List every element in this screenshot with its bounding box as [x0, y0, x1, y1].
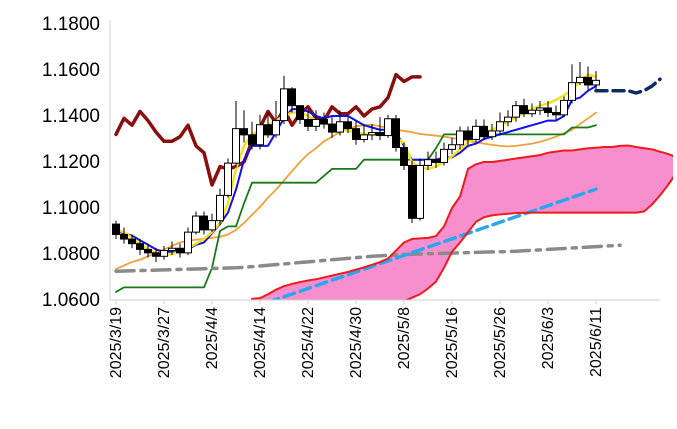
candle — [400, 142, 408, 171]
candle — [576, 61, 584, 85]
candle — [504, 110, 512, 127]
y-tick-label: 1.1400 — [42, 106, 100, 127]
candle — [560, 96, 568, 118]
candle — [520, 98, 528, 118]
candlesticks — [112, 61, 600, 263]
candle — [512, 101, 520, 122]
candle — [328, 117, 336, 138]
candle — [320, 112, 328, 129]
candle — [392, 114, 400, 152]
x-tick-labels: 2025/3/19 2025/3/27 2025/4/4 2025/4/14 2025/… — [108, 300, 605, 378]
x-tick-label: 2025/5/26 — [492, 307, 509, 378]
candle — [136, 239, 144, 256]
x-tick-label: 2025/6/3 — [540, 307, 557, 369]
candle — [496, 112, 504, 136]
candle — [232, 101, 240, 168]
y-tick-label: 1.1000 — [42, 198, 100, 219]
x-tick-label: 2025/3/19 — [108, 307, 125, 378]
candle — [592, 71, 600, 90]
candle — [536, 101, 544, 115]
axes — [109, 20, 660, 301]
series-line-9 — [404, 176, 673, 300]
candle — [176, 243, 184, 258]
candle — [376, 117, 384, 141]
candle — [200, 211, 208, 235]
x-tick-label: 2025/4/30 — [348, 307, 365, 378]
candle — [160, 245, 168, 260]
candle — [464, 126, 472, 145]
candle — [216, 188, 224, 226]
ichimoku-cloud — [252, 145, 673, 300]
candle — [280, 75, 288, 125]
series-line-7 — [594, 77, 662, 95]
y-tick-label: 1.0600 — [42, 290, 100, 311]
x-tick-label: 2025/5/8 — [396, 307, 413, 369]
candle — [552, 105, 560, 120]
series-line-5 — [114, 243, 622, 273]
x-tick-label: 2025/4/14 — [252, 307, 269, 378]
candle — [120, 227, 128, 244]
candle — [312, 110, 320, 131]
x-tick-label: 2025/6/11 — [588, 307, 605, 377]
cloud-fill — [252, 145, 673, 300]
candle — [568, 64, 576, 104]
y-tick-label: 1.0800 — [42, 244, 100, 265]
y-tick-label: 1.1200 — [42, 152, 100, 173]
candle — [152, 248, 160, 263]
candle — [408, 160, 416, 223]
candle — [208, 213, 216, 233]
candle — [272, 101, 280, 138]
candle — [184, 227, 192, 256]
candle — [472, 119, 480, 143]
x-tick-label: 2025/4/4 — [204, 307, 221, 369]
candle — [360, 124, 368, 143]
candle — [432, 151, 440, 168]
candle — [352, 121, 360, 145]
candle — [344, 117, 352, 134]
y-tick-label: 1.1600 — [42, 60, 100, 81]
candle — [456, 126, 464, 150]
candle — [128, 234, 136, 249]
series-line-2 — [115, 124, 597, 293]
candle — [240, 110, 248, 143]
y-tick-labels: 1.0600 1.0800 1.1000 1.1200 1.1400 1.1600 1.18… — [42, 14, 100, 311]
candle — [544, 101, 552, 118]
candle — [440, 142, 448, 166]
candle — [192, 211, 200, 235]
candle — [288, 87, 296, 113]
candle — [584, 66, 592, 90]
candle — [424, 151, 432, 171]
candle — [480, 119, 488, 141]
candle — [248, 121, 256, 150]
x-tick-label: 2025/5/16 — [444, 307, 461, 378]
candle — [528, 103, 536, 118]
candle — [384, 114, 392, 138]
x-tick-label: 2025/3/27 — [156, 307, 173, 378]
series-line-8 — [251, 144, 673, 300]
candle — [168, 241, 176, 256]
x-tick-label: 2025/4/22 — [300, 307, 317, 378]
candle — [224, 158, 232, 198]
candle — [112, 220, 120, 240]
series-line-6 — [269, 187, 598, 300]
candle — [144, 243, 152, 258]
y-tick-label: 1.1800 — [42, 14, 100, 35]
candle — [416, 158, 424, 221]
candle — [296, 105, 304, 125]
candle — [488, 124, 496, 141]
candle — [448, 137, 456, 154]
candle — [336, 110, 344, 136]
candle — [256, 114, 264, 150]
series-line-0 — [114, 72, 422, 187]
candle — [304, 110, 312, 131]
candle — [368, 124, 376, 141]
candle — [264, 112, 272, 138]
